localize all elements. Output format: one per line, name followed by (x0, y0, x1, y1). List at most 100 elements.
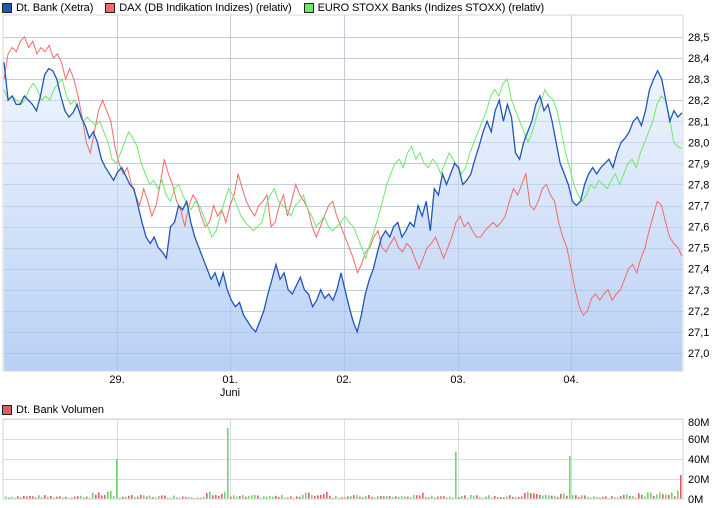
volume-bar (140, 495, 142, 499)
legend-item-dt-bank: Dt. Bank (Xetra) (2, 2, 93, 14)
volume-bar (461, 496, 463, 499)
volume-bar (344, 497, 346, 499)
volume-bar (623, 495, 625, 499)
volume-bar (65, 496, 67, 499)
volume-bar (128, 495, 130, 499)
volume-bar (92, 492, 94, 499)
volume-bar (5, 496, 7, 499)
volume-bar (245, 496, 247, 499)
volume-bar (647, 492, 649, 499)
volume-bar (665, 494, 667, 499)
volume-bar (338, 497, 340, 499)
volume-bar (620, 496, 622, 499)
volume-bar (500, 497, 502, 499)
volume-bar (32, 496, 34, 499)
x-tick-label: 03. (450, 374, 465, 386)
volume-bar (224, 491, 226, 499)
volume-bar (470, 495, 472, 499)
volume-bar (185, 496, 187, 499)
volume-bar (572, 495, 574, 499)
volume-bar (641, 494, 643, 499)
volume-bar (143, 495, 145, 499)
chart-legend: Dt. Bank (Xetra) DAX (DB Indikation Indi… (2, 2, 556, 14)
volume-bar (335, 495, 337, 499)
volume-bar (131, 495, 133, 499)
volume-bar (575, 495, 577, 499)
volume-bar (251, 495, 253, 499)
volume-y-tick-label: 20M (688, 474, 709, 486)
volume-bar (644, 496, 646, 499)
volume-bar (47, 496, 49, 499)
volume-bar (161, 495, 163, 499)
volume-bar (473, 495, 475, 499)
volume-bar (257, 495, 259, 499)
volume-bar (218, 495, 220, 499)
volume-bar (173, 495, 175, 499)
volume-bar (425, 497, 427, 499)
volume-bar (317, 495, 319, 499)
volume-bar (407, 496, 409, 499)
volume-bar (122, 496, 124, 499)
volume-bar (41, 497, 43, 499)
volume-bar (59, 496, 61, 499)
volume-bar (662, 494, 664, 499)
volume-bar (671, 492, 673, 499)
volume-bar (98, 492, 100, 499)
volume-bar (104, 495, 106, 499)
volume-bar (476, 495, 478, 499)
volume-bar (599, 497, 601, 499)
volume-bar (656, 494, 658, 499)
volume-bar (398, 496, 400, 499)
volume-bar (314, 495, 316, 499)
volume-bar (518, 497, 520, 499)
volume-bar (680, 475, 682, 499)
volume-bar (458, 497, 460, 499)
volume-bar (107, 491, 109, 499)
legend-label: DAX (DB Indikation Indizes) (relativ) (119, 2, 292, 14)
volume-bar (182, 496, 184, 499)
legend-swatch-green-icon (303, 3, 314, 13)
y-tick-label: 27,9 (688, 158, 709, 170)
y-tick-label: 28,2 (688, 95, 709, 107)
volume-bar (332, 497, 334, 499)
volume-bar (560, 493, 562, 499)
volume-bar (569, 456, 571, 499)
volume-bar (515, 497, 517, 499)
volume-bar (80, 495, 82, 499)
y-tick-label: 28,3 (688, 74, 709, 86)
volume-bar (632, 496, 634, 499)
volume-bar (125, 496, 127, 499)
volume-bar (299, 496, 301, 499)
price-y-axis: 28,5 28,4 28,3 28,2 28,1 28,0 27,9 27,8 27,7 27,6… (688, 32, 709, 360)
date-x-axis: 29. 01.Juni 02. 03. 04. (109, 374, 578, 399)
volume-bar (548, 495, 550, 499)
volume-bar (44, 495, 46, 499)
volume-bar (287, 497, 289, 499)
volume-bar (479, 497, 481, 499)
volume-bar (650, 492, 652, 499)
volume-bar (371, 496, 373, 499)
volume-y-tick-label: 40M (688, 454, 709, 466)
volume-bar (494, 495, 496, 499)
volume-bar (410, 497, 412, 499)
volume-bar (191, 497, 193, 499)
volume-bar (488, 495, 490, 499)
volume-bar (437, 496, 439, 499)
x-tick-label: 01. (222, 374, 237, 386)
volume-bar (422, 492, 424, 499)
volume-bar (197, 497, 199, 499)
volume-bar (230, 496, 232, 499)
volume-bar (587, 496, 589, 499)
volume-y-tick-label: 60M (688, 434, 709, 446)
volume-bar (221, 494, 223, 499)
volume-bar (497, 497, 499, 499)
volume-bar (509, 495, 511, 499)
volume-bar (368, 495, 370, 499)
volume-bar (152, 497, 154, 499)
volume-bar (35, 497, 37, 499)
volume-bar (638, 493, 640, 499)
dt-bank-area (4, 62, 682, 372)
volume-bar (155, 497, 157, 499)
volume-bar (281, 495, 283, 499)
y-tick-label: 27,7 (688, 201, 709, 213)
